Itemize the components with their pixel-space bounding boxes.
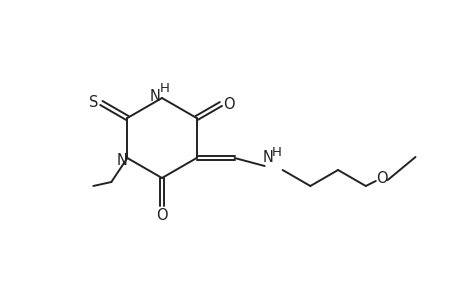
Text: O: O bbox=[223, 97, 234, 112]
Text: O: O bbox=[156, 208, 168, 223]
Text: H: H bbox=[271, 146, 281, 158]
Text: H: H bbox=[160, 82, 169, 94]
Text: N: N bbox=[262, 149, 273, 164]
Text: S: S bbox=[89, 94, 98, 110]
Text: O: O bbox=[375, 170, 387, 185]
Text: N: N bbox=[149, 88, 160, 104]
Text: N: N bbox=[117, 152, 128, 167]
